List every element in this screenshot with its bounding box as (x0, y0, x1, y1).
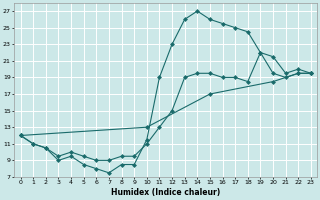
X-axis label: Humidex (Indice chaleur): Humidex (Indice chaleur) (111, 188, 220, 197)
